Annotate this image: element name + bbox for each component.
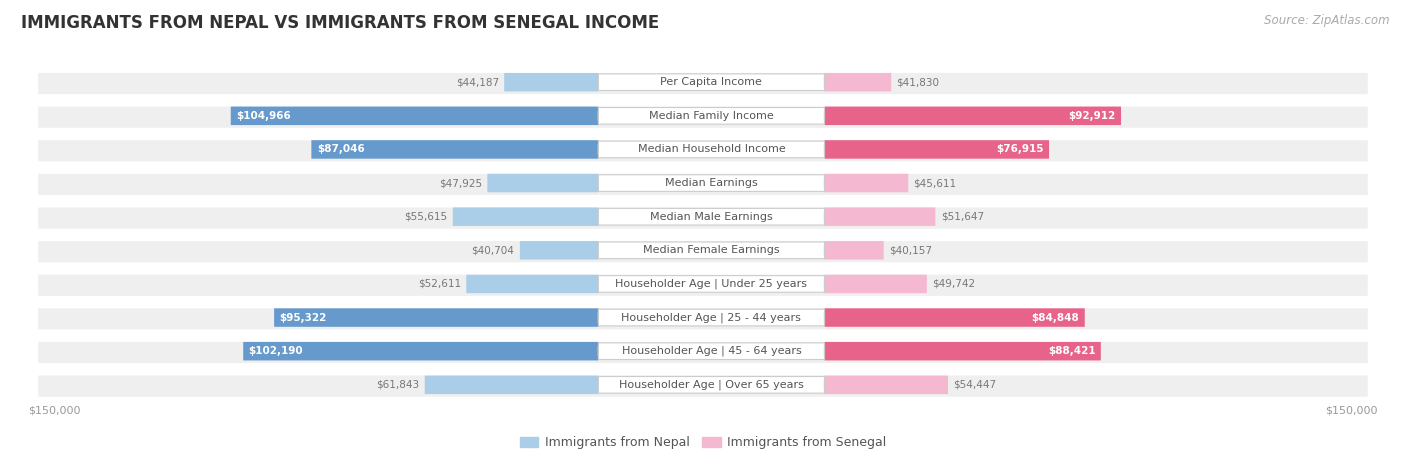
FancyBboxPatch shape <box>38 241 1368 262</box>
FancyBboxPatch shape <box>824 73 891 92</box>
FancyBboxPatch shape <box>243 342 599 361</box>
FancyBboxPatch shape <box>311 140 599 159</box>
Text: $84,848: $84,848 <box>1032 312 1080 323</box>
FancyBboxPatch shape <box>38 308 1368 330</box>
FancyBboxPatch shape <box>488 174 599 192</box>
FancyBboxPatch shape <box>505 73 599 92</box>
Text: $95,322: $95,322 <box>280 312 328 323</box>
FancyBboxPatch shape <box>824 174 908 192</box>
FancyBboxPatch shape <box>599 107 824 124</box>
FancyBboxPatch shape <box>38 342 1368 363</box>
Text: $54,447: $54,447 <box>953 380 997 390</box>
Text: Median Household Income: Median Household Income <box>637 144 786 155</box>
Text: $150,000: $150,000 <box>1326 406 1378 416</box>
Text: $150,000: $150,000 <box>28 406 80 416</box>
FancyBboxPatch shape <box>453 207 599 226</box>
Text: $51,647: $51,647 <box>941 212 984 222</box>
Text: $87,046: $87,046 <box>316 144 364 155</box>
FancyBboxPatch shape <box>824 342 1101 361</box>
Text: $55,615: $55,615 <box>405 212 447 222</box>
FancyBboxPatch shape <box>824 275 927 293</box>
Text: $45,611: $45,611 <box>914 178 956 188</box>
FancyBboxPatch shape <box>38 140 1368 162</box>
Text: Householder Age | Under 25 years: Householder Age | Under 25 years <box>616 279 807 289</box>
FancyBboxPatch shape <box>231 106 599 125</box>
Text: Householder Age | Over 65 years: Householder Age | Over 65 years <box>619 380 804 390</box>
FancyBboxPatch shape <box>599 343 824 360</box>
FancyBboxPatch shape <box>38 73 1368 94</box>
FancyBboxPatch shape <box>599 309 824 326</box>
Text: Median Earnings: Median Earnings <box>665 178 758 188</box>
FancyBboxPatch shape <box>599 242 824 259</box>
FancyBboxPatch shape <box>520 241 599 260</box>
Text: Median Female Earnings: Median Female Earnings <box>643 245 780 255</box>
FancyBboxPatch shape <box>824 308 1085 327</box>
FancyBboxPatch shape <box>824 106 1121 125</box>
FancyBboxPatch shape <box>467 275 599 293</box>
FancyBboxPatch shape <box>824 375 948 394</box>
Text: Median Male Earnings: Median Male Earnings <box>650 212 773 222</box>
Text: $40,704: $40,704 <box>471 245 515 255</box>
Text: $44,187: $44,187 <box>456 77 499 87</box>
Text: $40,157: $40,157 <box>889 245 932 255</box>
Text: IMMIGRANTS FROM NEPAL VS IMMIGRANTS FROM SENEGAL INCOME: IMMIGRANTS FROM NEPAL VS IMMIGRANTS FROM… <box>21 14 659 32</box>
Text: Median Family Income: Median Family Income <box>650 111 773 121</box>
Text: $52,611: $52,611 <box>418 279 461 289</box>
FancyBboxPatch shape <box>599 376 824 393</box>
FancyBboxPatch shape <box>824 207 935 226</box>
FancyBboxPatch shape <box>274 308 599 327</box>
FancyBboxPatch shape <box>38 275 1368 296</box>
FancyBboxPatch shape <box>425 375 599 394</box>
FancyBboxPatch shape <box>599 175 824 191</box>
FancyBboxPatch shape <box>38 207 1368 229</box>
Text: $88,421: $88,421 <box>1047 346 1095 356</box>
Text: $41,830: $41,830 <box>897 77 939 87</box>
Text: Source: ZipAtlas.com: Source: ZipAtlas.com <box>1264 14 1389 27</box>
Text: $61,843: $61,843 <box>377 380 419 390</box>
FancyBboxPatch shape <box>824 241 884 260</box>
FancyBboxPatch shape <box>824 140 1049 159</box>
FancyBboxPatch shape <box>38 375 1368 397</box>
Text: $104,966: $104,966 <box>236 111 291 121</box>
FancyBboxPatch shape <box>599 74 824 91</box>
FancyBboxPatch shape <box>38 174 1368 195</box>
Text: Per Capita Income: Per Capita Income <box>661 77 762 87</box>
FancyBboxPatch shape <box>38 106 1368 128</box>
Text: Householder Age | 45 - 64 years: Householder Age | 45 - 64 years <box>621 346 801 356</box>
Text: $76,915: $76,915 <box>997 144 1043 155</box>
Text: $47,925: $47,925 <box>439 178 482 188</box>
Text: Householder Age | 25 - 44 years: Householder Age | 25 - 44 years <box>621 312 801 323</box>
Text: $49,742: $49,742 <box>932 279 976 289</box>
Text: $102,190: $102,190 <box>249 346 304 356</box>
Legend: Immigrants from Nepal, Immigrants from Senegal: Immigrants from Nepal, Immigrants from S… <box>520 436 886 449</box>
FancyBboxPatch shape <box>599 141 824 158</box>
Text: $92,912: $92,912 <box>1069 111 1115 121</box>
FancyBboxPatch shape <box>599 276 824 292</box>
FancyBboxPatch shape <box>599 208 824 225</box>
